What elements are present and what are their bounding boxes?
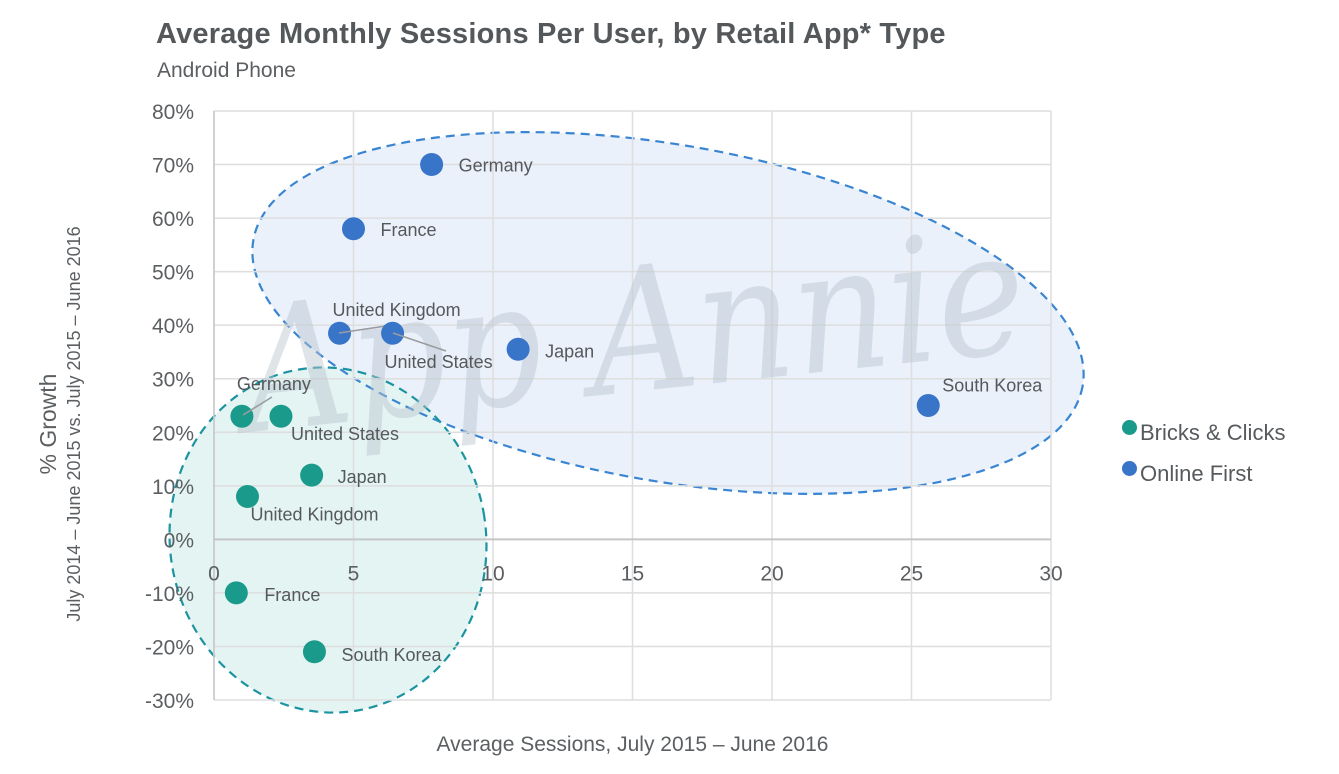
data-point-label: Germany	[459, 156, 533, 176]
leader-line	[338, 324, 393, 334]
data-point-label: France	[264, 585, 320, 605]
series-online-first: Germany France United Kingdom United States…	[328, 153, 1043, 417]
data-point-marker	[235, 485, 259, 509]
data-point-marker	[342, 217, 365, 241]
legend-item-online-first: Online First	[1122, 453, 1285, 494]
data-point-label: United Kingdom	[250, 505, 378, 525]
legend-marker-icon	[1122, 461, 1137, 476]
data-point-marker	[302, 640, 326, 664]
data-point-marker	[230, 404, 254, 428]
y-tick-label: 30%	[152, 369, 194, 392]
data-point-marker	[916, 394, 940, 417]
x-tick-label: 30	[1039, 562, 1062, 585]
data-point-label: South Korea	[942, 376, 1043, 396]
x-tick-label: 15	[621, 562, 644, 585]
data-point-marker	[506, 337, 530, 361]
y-tick-label: 20%	[152, 422, 194, 445]
x-tick-label: 0	[208, 562, 220, 585]
data-point-label: South Korea	[341, 645, 442, 665]
y-tick-label: 60%	[152, 208, 194, 231]
data-point-label: France	[381, 220, 437, 240]
y-tick-label: 40%	[152, 315, 194, 338]
data-point-marker	[300, 463, 324, 487]
data-point-marker	[224, 581, 248, 605]
data-point-label: Germany	[237, 374, 311, 394]
y-tick-label: 70%	[152, 155, 194, 178]
x-axis-title: Average Sessions, July 2015 – June 2016	[436, 733, 829, 756]
legend-label: Online First	[1140, 460, 1253, 486]
tick-labels: 80% 70% 60% 50% 40% 30% 20% 10% 0% -10% -20% -30% 0 5…	[145, 101, 1063, 713]
leader-line	[242, 396, 273, 416]
legend-item-bricks-clicks: Bricks & Clicks	[1122, 412, 1285, 453]
leader-line	[392, 332, 447, 352]
data-point-marker	[269, 404, 293, 428]
legend-marker-icon	[1122, 420, 1137, 435]
data-point-label: United States	[385, 352, 493, 372]
data-point-label: Japan	[338, 467, 387, 487]
data-point-marker	[381, 321, 405, 345]
y-tick-label: -30%	[145, 690, 194, 713]
y-tick-label: -20%	[145, 636, 194, 659]
y-tick-label: 0%	[164, 529, 194, 552]
legend-label: Bricks & Clicks	[1140, 419, 1286, 445]
data-point-label: Japan	[545, 341, 594, 361]
chart-subtitle: Android Phone	[157, 59, 296, 82]
bricks-clicks-cluster-outline	[168, 366, 488, 714]
y-tick-label: 80%	[152, 101, 194, 124]
legend: Bricks & Clicks Online First	[1122, 412, 1285, 494]
series-bricks-clicks: Germany United States Japan United Kingdom F…	[224, 374, 443, 665]
x-tick-label: 10	[481, 562, 504, 585]
chart-title: Average Monthly Sessions Per User, by Re…	[156, 18, 946, 50]
online-first-cluster-fill	[252, 132, 1084, 494]
y-tick-label: -10%	[145, 583, 194, 606]
grid	[213, 110, 1052, 701]
data-point-label: United Kingdom	[333, 300, 461, 320]
x-tick-label: 25	[900, 562, 923, 585]
data-point-marker	[420, 153, 444, 177]
online-first-cluster-outline	[251, 131, 1085, 495]
x-tick-label: 20	[760, 562, 783, 585]
y-tick-label: 10%	[152, 476, 194, 499]
x-tick-label: 5	[348, 562, 360, 585]
y-tick-label: 50%	[152, 262, 194, 285]
data-point-label: United States	[291, 424, 399, 444]
